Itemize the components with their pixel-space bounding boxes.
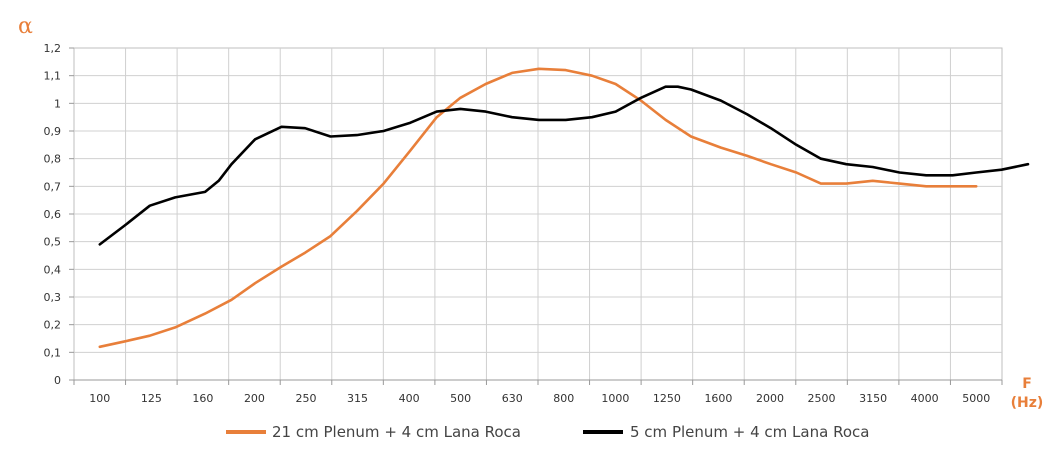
y-tick-label: 0,8	[44, 153, 62, 166]
legend: 21 cm Plenum + 4 cm Lana Roca 5 cm Plenu…	[226, 423, 869, 441]
x-tick-label: 3150	[859, 392, 887, 405]
grid	[73, 47, 1003, 381]
y-tick-label: 1,1	[44, 70, 62, 83]
x-tick-label: 315	[347, 392, 368, 405]
y-tick-label: 0,2	[44, 319, 62, 332]
y-tick-label: 0,5	[44, 236, 62, 249]
y-tick-label: 0,6	[44, 208, 62, 221]
x-tick-label: 500	[450, 392, 471, 405]
x-tick-label: 400	[399, 392, 420, 405]
series-line-1	[98, 85, 1030, 246]
y-tick-label: 0,4	[44, 263, 62, 276]
x-tick-label: 1000	[601, 392, 629, 405]
x-tick-label: 160	[192, 392, 213, 405]
x-tick-label: 2000	[756, 392, 784, 405]
x-tick-label: 2500	[808, 392, 836, 405]
x-tick-label: 100	[89, 392, 110, 405]
y-axis-label: α	[18, 14, 33, 39]
x-tick-label: 5000	[962, 392, 990, 405]
y-tick-label: 0	[54, 374, 61, 387]
x-tick-label: 250	[296, 392, 317, 405]
x-tick-label: 630	[502, 392, 523, 405]
y-tick-label: 0,7	[44, 180, 62, 193]
x-tick-label: 200	[244, 392, 265, 405]
x-axis-label-f: F	[1022, 376, 1032, 392]
legend-label-orange: 21 cm Plenum + 4 cm Lana Roca	[272, 423, 521, 441]
x-tick-label: 125	[141, 392, 162, 405]
y-axis-ticks: 0 0,1 0,2 0,3 0,4 0,5 0,6 0,7 0,8 0,9 1 1,1 1,2	[44, 42, 74, 387]
y-tick-label: 0,9	[44, 125, 62, 138]
x-tick-label: 1250	[653, 392, 681, 405]
x-axis-label-unit: (Hz)	[1011, 395, 1044, 411]
x-tick-label: 800	[553, 392, 574, 405]
series-line-0	[98, 67, 978, 349]
y-tick-label: 1,2	[44, 42, 62, 55]
series-lines	[98, 67, 1030, 349]
legend-label-black: 5 cm Plenum + 4 cm Lana Roca	[630, 423, 869, 441]
y-tick-label: 0,3	[44, 291, 62, 304]
x-tick-label: 4000	[911, 392, 939, 405]
y-tick-label: 0,1	[44, 346, 62, 359]
x-axis-ticks: 100 125 160 200 250 315 400 500 630 800 1000 1250 16…	[73, 380, 1003, 405]
x-tick-label: 1600	[704, 392, 732, 405]
y-tick-label: 1	[54, 97, 61, 110]
